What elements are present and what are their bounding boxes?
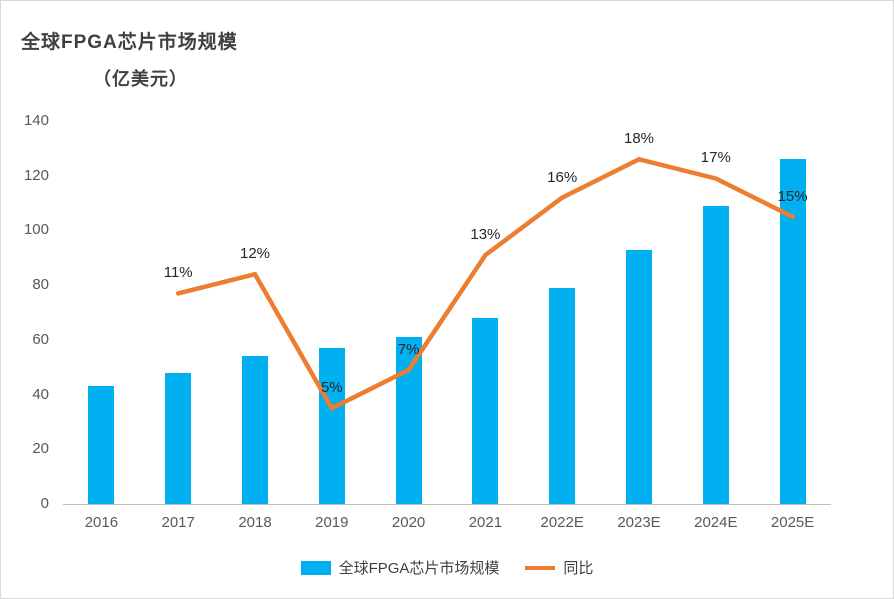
line-data-label-2017: 11% [163, 264, 193, 282]
bar-2022E [549, 287, 576, 504]
bar-2024E [702, 205, 729, 504]
y-axis-tick-label: 20 [32, 440, 49, 458]
line-data-label-2022E: 16% [547, 168, 578, 186]
y-axis-tick-label: 120 [23, 166, 49, 184]
bar-2018 [242, 356, 268, 504]
x-axis-tick-label: 2023E [617, 514, 661, 531]
bar-2023E [626, 249, 652, 504]
line-data-label-2019: 5% [320, 379, 343, 397]
bar-2016 [88, 386, 115, 504]
line-data-label-2025E: 15% [777, 187, 808, 205]
bar-2025E [779, 159, 806, 504]
x-axis-tick-label: 2020 [391, 514, 426, 531]
chart-title: 全球FPGA芯片市场规模 [21, 32, 238, 53]
bar-2021 [472, 317, 499, 504]
y-axis-tick-label: 140 [23, 112, 49, 129]
x-axis-tick-label: 2025E [770, 514, 815, 531]
line-data-label-2020: 7% [397, 340, 420, 358]
chart-subtitle: （亿美元） [93, 69, 188, 89]
y-axis-tick-label: 60 [32, 330, 49, 348]
y-axis-tick-label: 0 [40, 495, 49, 512]
x-axis-tick-label: 2018 [238, 514, 272, 531]
y-axis-tick-label: 80 [32, 276, 49, 294]
line-data-label-2024E: 17% [700, 149, 731, 167]
y-axis-tick-label: 100 [23, 221, 49, 239]
line-legend-swatch-icon [525, 565, 556, 570]
x-axis-tick-label: 2019 [315, 514, 349, 531]
x-axis-tick-label: 2016 [84, 514, 119, 531]
line-legend-label: 同比 [563, 560, 594, 577]
legend: 全球FPGA芯片市场规模 同比 [1, 557, 893, 578]
bar-2017 [165, 372, 192, 504]
bar-legend-swatch-icon [300, 560, 331, 575]
y-axis-tick-label: 40 [32, 385, 49, 403]
line-data-label-2018: 12% [239, 245, 271, 263]
bar-2019 [318, 348, 345, 504]
line-data-label-2021: 13% [470, 226, 501, 244]
line-data-label-2023E: 18% [623, 130, 655, 148]
x-axis-tick-label: 2024E [694, 514, 738, 531]
x-axis-tick-label: 2022E [540, 514, 584, 531]
x-axis-line [63, 504, 831, 505]
x-axis-tick-label: 2017 [161, 514, 195, 531]
bar-2020 [395, 337, 422, 504]
x-axis-tick-label: 2021 [468, 514, 503, 531]
bar-legend-label: 全球FPGA芯片市场规模 [338, 560, 500, 577]
